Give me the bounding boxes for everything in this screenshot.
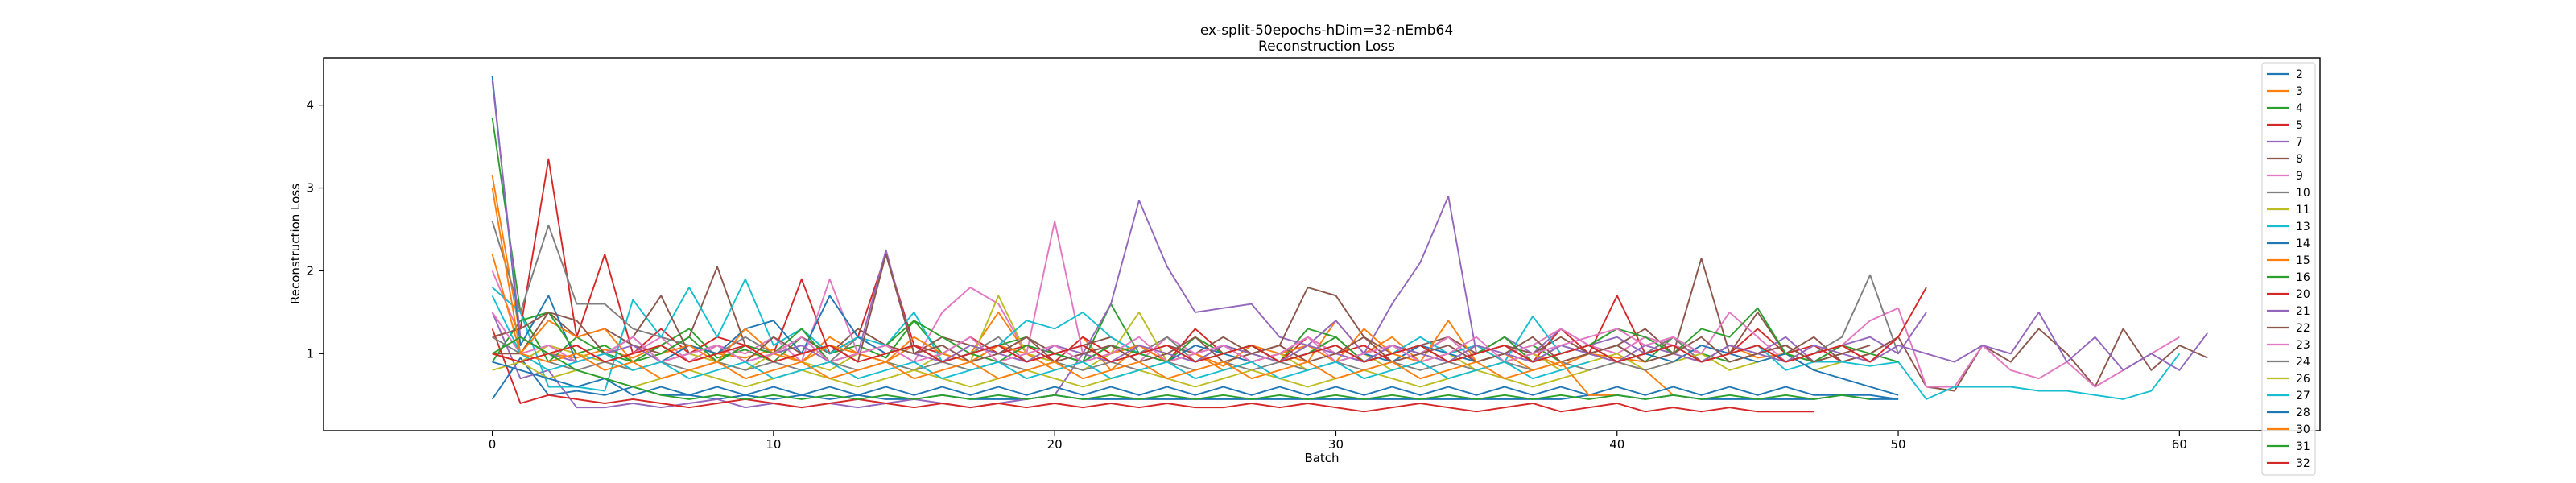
legend-label-26: 26 (2296, 373, 2310, 386)
series-line-32 (492, 287, 1927, 363)
legend-label-22: 22 (2296, 322, 2310, 335)
legend-label-15: 15 (2296, 254, 2310, 267)
x-tick-label: 50 (1891, 437, 1906, 452)
series-line-4 (491, 117, 1843, 363)
chart-title: ex-split-50epochs-hDim=32-nEmb64 (1200, 23, 1453, 39)
legend-label-13: 13 (2296, 221, 2310, 233)
y-tick-label: 2 (306, 263, 314, 278)
legend-label-21: 21 (2296, 305, 2310, 318)
series-line-5 (492, 158, 1899, 363)
legend-label-16: 16 (2296, 271, 2310, 284)
y-axis: 1 2 3 4 (306, 98, 324, 361)
series-line-30 (491, 188, 1617, 396)
legend-label-9: 9 (2296, 170, 2303, 183)
series-layer (491, 76, 2209, 413)
series-line-27 (491, 295, 1590, 380)
x-tick-label: 40 (1609, 437, 1624, 452)
x-axis: 0 10 20 30 40 50 60 (489, 431, 2187, 452)
legend-frame (2261, 62, 2316, 476)
x-tick-label: 10 (766, 437, 781, 452)
y-tick-label: 3 (306, 181, 314, 196)
series-line-13 (491, 278, 2181, 400)
y-tick-label: 1 (306, 346, 314, 361)
series-line-23 (491, 312, 1702, 363)
x-axis-label: Batch (1304, 451, 1339, 465)
x-tick-label: 20 (1047, 437, 1063, 452)
legend-label-30: 30 (2296, 423, 2310, 436)
legend-label-28: 28 (2296, 407, 2310, 419)
x-tick-label: 60 (2172, 437, 2187, 452)
legend-label-32: 32 (2296, 457, 2310, 470)
legend-label-10: 10 (2296, 187, 2310, 200)
legend-label-2: 2 (2296, 68, 2303, 81)
x-tick-label: 30 (1328, 437, 1344, 452)
plot-frame (323, 57, 2321, 431)
legend-label-20: 20 (2296, 288, 2310, 301)
y-axis-label: Reconstruction Loss (288, 184, 303, 304)
legend-label-24: 24 (2296, 356, 2310, 369)
series-line-14 (491, 76, 1899, 396)
legend-label-4: 4 (2296, 102, 2303, 115)
legend-label-27: 27 (2296, 390, 2310, 402)
series-line-20 (491, 328, 1814, 413)
series-line-28 (492, 361, 1899, 400)
legend-label-3: 3 (2296, 85, 2303, 98)
x-tick-label: 0 (489, 437, 497, 452)
legend-label-8: 8 (2296, 153, 2303, 166)
series-line-31 (492, 336, 1871, 400)
legend-label-23: 23 (2296, 339, 2310, 352)
chart-subtitle: Reconstruction Loss (1258, 39, 1395, 55)
legend: 2345789101113141516202122232426272830313… (2261, 62, 2316, 476)
legend-label-5: 5 (2296, 119, 2303, 132)
y-tick-label: 4 (306, 98, 314, 113)
legend-label-7: 7 (2296, 136, 2303, 149)
legend-label-14: 14 (2296, 237, 2310, 250)
legend-label-31: 31 (2296, 440, 2310, 453)
legend-label-11: 11 (2296, 204, 2310, 217)
